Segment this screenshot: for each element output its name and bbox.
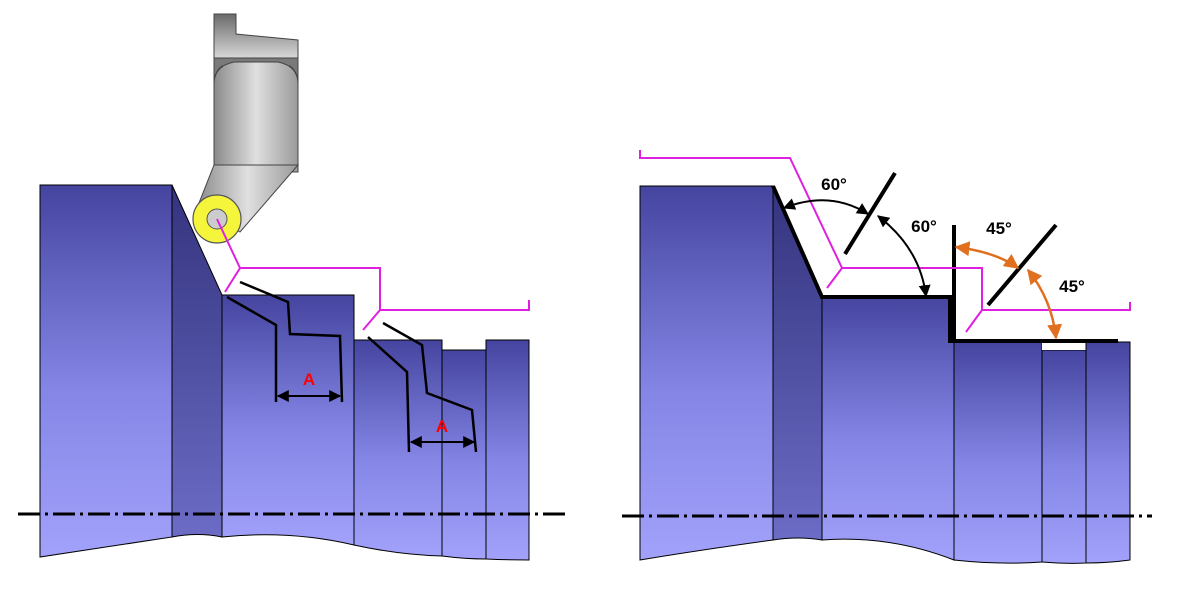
tool-edge-45: [986, 223, 1058, 307]
dimension-a-2: A: [409, 417, 476, 448]
right-diagram: 60° 60° 45° 45°: [622, 150, 1152, 564]
angle-label-60-side: 60°: [911, 217, 937, 236]
dimension-a-2-label: A: [436, 417, 448, 436]
left-tool-path: [216, 218, 530, 331]
right-workpiece: [639, 185, 1131, 564]
tool-edge-60: [843, 171, 897, 256]
dimension-a-1-label: A: [303, 370, 315, 389]
left-cut-steps: [226, 280, 478, 453]
angle-label-60-top: 60°: [821, 175, 847, 194]
angle-label-45-top: 45°: [986, 219, 1012, 238]
dimension-a-1: A: [276, 370, 342, 402]
angle-arc-60-2: [877, 215, 931, 298]
angle-label-45-side: 45°: [1059, 277, 1085, 296]
angle-arc-60-1: [782, 198, 870, 215]
left-workpiece: [39, 184, 530, 561]
right-finish-profile: [771, 185, 1118, 343]
angle-arc-45-1: [954, 241, 1020, 270]
angle-arc-45-2: [1027, 268, 1063, 340]
left-diagram: A A: [18, 13, 566, 561]
